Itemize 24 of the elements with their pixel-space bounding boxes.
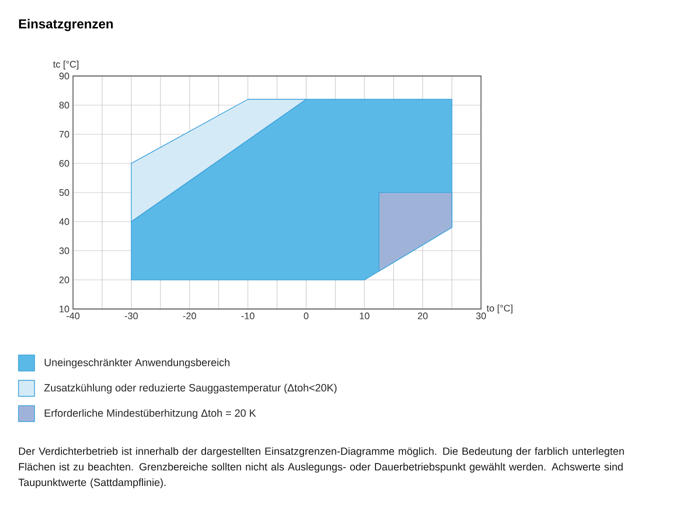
chart-title: Einsatzgrenzen [19,18,113,32]
y-tick-label: 40 [59,218,70,225]
x-tick-label: 10 [360,312,370,320]
x-tick-label: -20 [183,312,196,320]
x-tick-label: 30 [476,312,486,320]
x-axis-title: to [°C] [486,304,512,314]
legend-label: Uneingeschränkter Anwendungsbereich [44,358,230,368]
x-tick-label: -10 [241,312,254,320]
y-tick-label: 60 [59,160,70,167]
legend-label: Erforderliche Mindestüberhitzung Δtoh = 20 K [44,409,256,419]
y-axis-title: tc [°C] [53,60,78,70]
y-tick-label: 50 [59,189,70,196]
x-tick-label: -40 [66,312,80,320]
y-tick-label: 10 [60,306,70,312]
x-tick-label: 0 [304,312,308,320]
y-tick-label: 90 [59,72,70,80]
legend-label: Zusatzkühlung oder reduzierte Sauggastemperatur (Δtoh<20K) [44,384,337,394]
x-tick-label: 20 [418,312,428,320]
y-tick-label: 20 [59,276,70,284]
x-tick-label: -30 [124,312,138,320]
y-tick-label: 70 [59,130,70,138]
text: Der Verdichterbetrieb ist innerhalb der dargestellten Einsatzgrenzen-Diagramme möglich. Die Bedeutung der farblich unterlegten Flächen ist zu beachten. Grenzbereiche sollten nicht als Auslegungs- oder Dauerbetriebspunkt gewählt werden. Achswerte sind Taupunktwerte (Sattdampflinie). [18,447,624,488]
y-tick-label: 80 [59,102,70,108]
y-tick-label: 30 [59,247,70,254]
